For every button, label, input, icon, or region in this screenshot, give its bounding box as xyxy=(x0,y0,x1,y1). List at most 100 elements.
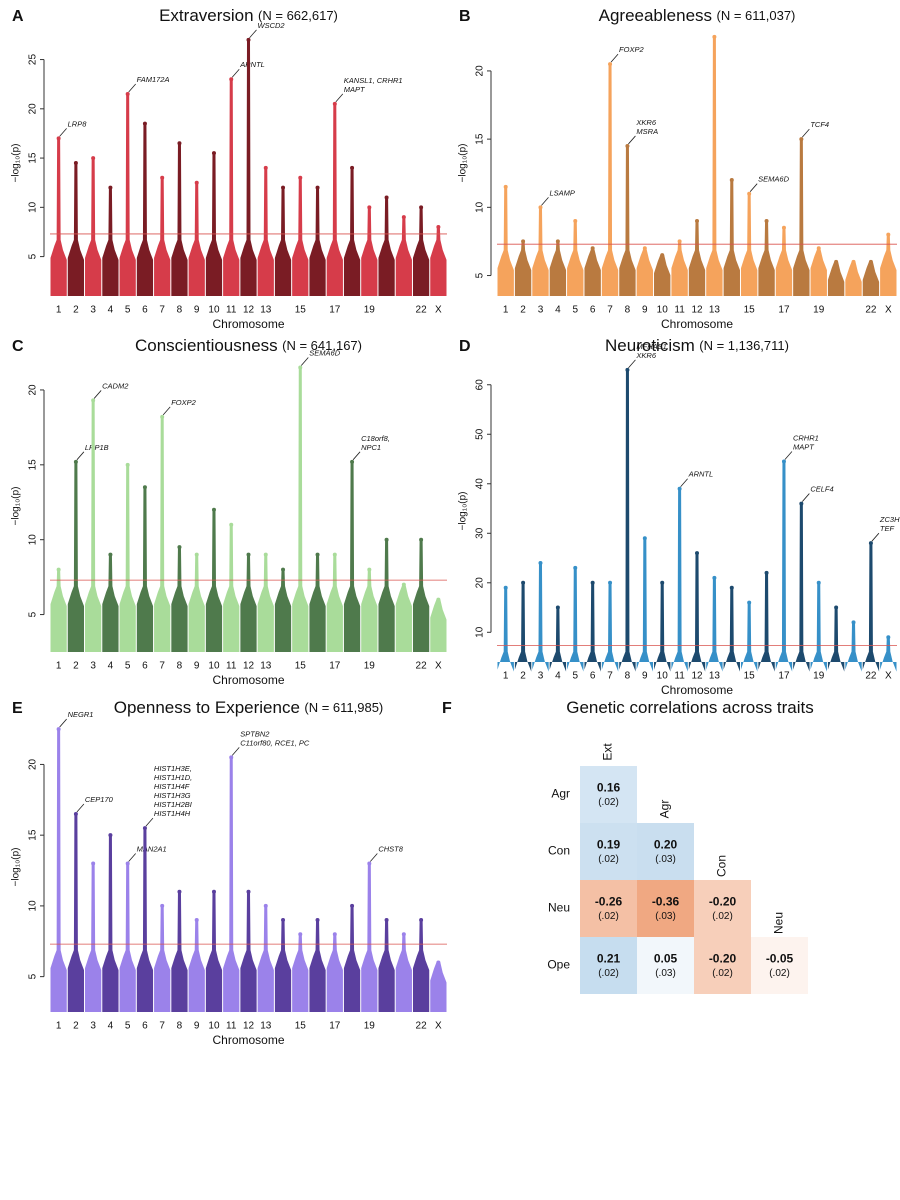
y-tick-label: 10 xyxy=(475,626,486,638)
correlation-value: 0.16 xyxy=(597,781,621,795)
x-tick-label: 17 xyxy=(778,305,790,316)
correlation-cell xyxy=(580,880,637,937)
chromosome-peak xyxy=(862,261,880,296)
x-tick-label: X xyxy=(435,305,442,316)
correlation-value: -0.05 xyxy=(766,952,794,966)
label-leader xyxy=(76,803,85,813)
correlation-error: (.02) xyxy=(598,797,619,808)
chromosome-peak xyxy=(119,94,136,296)
gene-label: CADM2 xyxy=(102,381,129,390)
label-leader xyxy=(541,197,549,206)
x-tick-label: 13 xyxy=(709,671,721,682)
chromosome-peak xyxy=(136,828,154,1012)
chromosome-peak xyxy=(85,863,102,1012)
x-tick-label: 22 xyxy=(416,1021,428,1032)
title-text: Neuroticism xyxy=(605,336,695,355)
chromosome-peak xyxy=(378,920,395,1012)
peak-point xyxy=(573,565,578,570)
chromosome-peak xyxy=(688,553,706,672)
x-tick-label: X xyxy=(885,305,892,316)
x-tick-label: 6 xyxy=(590,305,596,316)
x-tick-label: 10 xyxy=(657,305,669,316)
peak-point xyxy=(660,253,665,258)
gene-label: TEF xyxy=(880,524,895,533)
chromosome-peak xyxy=(378,197,395,296)
peak-point xyxy=(142,121,147,126)
peak-point xyxy=(194,552,199,557)
chromosome-peak xyxy=(223,757,240,1012)
x-tick-label: 11 xyxy=(674,305,685,316)
chart-title: Genetic correlations across traits xyxy=(566,698,814,717)
chart-title: Conscientiousness (N = 641,167) xyxy=(135,336,362,355)
chromosome-peak xyxy=(67,813,85,1012)
gene-label: CELF4 xyxy=(810,485,833,494)
chromosome-peak xyxy=(50,729,67,1012)
x-tick-label: 17 xyxy=(778,671,790,682)
chromosome-peak xyxy=(395,217,412,296)
y-axis-label: −log₁₀(p) xyxy=(11,487,22,526)
chromosome-peak xyxy=(257,554,274,652)
chromosome-peak xyxy=(378,539,395,652)
gene-label: LRP8 xyxy=(68,119,88,128)
peak-point xyxy=(419,918,424,923)
x-tick-label: 8 xyxy=(177,1021,183,1032)
chromosome-peak xyxy=(343,167,361,296)
chromosome-peak xyxy=(309,554,326,652)
y-axis-label: −log₁₀(p) xyxy=(11,848,22,887)
subtitle-text: (N = 611,037) xyxy=(716,8,795,23)
gene-label: WSCD2 xyxy=(258,21,286,30)
row-label: Neu xyxy=(548,901,570,915)
correlation-cell xyxy=(637,937,694,994)
chromosome-peak xyxy=(188,920,205,1012)
y-axis-label: −log₁₀(p) xyxy=(11,144,22,183)
x-tick-label: X xyxy=(435,1021,442,1032)
gene-label: SEMA6D xyxy=(309,348,340,357)
correlation-cell xyxy=(637,823,694,880)
x-axis-label: Chromosome xyxy=(212,317,284,331)
title-text: Genetic correlations across traits xyxy=(566,698,814,717)
peak-point xyxy=(263,903,268,908)
correlation-error: (.02) xyxy=(712,968,733,979)
peak-point xyxy=(125,861,130,866)
peak-point xyxy=(246,552,251,557)
x-tick-label: 4 xyxy=(108,1021,114,1032)
gene-label: LRP1B xyxy=(85,443,109,452)
peak-point xyxy=(503,585,508,590)
gene-label: HIST1H1D, xyxy=(154,773,192,782)
peak-point xyxy=(436,960,441,965)
chromosome-peak xyxy=(85,400,102,652)
peak-point xyxy=(886,635,891,640)
label-leader xyxy=(145,817,154,827)
x-tick-label: 2 xyxy=(520,671,526,682)
x-tick-label: 13 xyxy=(260,1021,272,1032)
x-tick-label: 2 xyxy=(73,661,79,672)
peak-point xyxy=(642,536,647,541)
x-tick-label: 2 xyxy=(73,1021,79,1032)
x-tick-label: 3 xyxy=(90,1021,96,1032)
x-tick-label: 2 xyxy=(520,305,526,316)
x-tick-label: 9 xyxy=(642,671,648,682)
peak-point xyxy=(108,552,113,557)
y-tick-label: 25 xyxy=(28,54,39,66)
peak-point xyxy=(56,727,61,732)
chromosome-peak xyxy=(654,582,671,672)
peak-point xyxy=(246,889,251,894)
y-tick-label: 10 xyxy=(28,201,39,213)
column-label: Ext xyxy=(601,743,615,761)
x-tick-label: 6 xyxy=(142,661,148,672)
peak-point xyxy=(211,151,216,156)
chromosome-peak xyxy=(326,554,343,652)
chromosome-peak xyxy=(274,920,292,1012)
peak-point xyxy=(125,462,130,467)
peak-point xyxy=(73,811,78,816)
peak-point xyxy=(608,62,613,67)
peak-point xyxy=(73,161,78,165)
correlation-cell xyxy=(580,766,637,823)
x-tick-label: 19 xyxy=(813,305,825,316)
x-tick-label: 4 xyxy=(555,671,561,682)
x-tick-label: 7 xyxy=(159,1021,165,1032)
peak-point xyxy=(229,522,234,527)
chromosome-peak xyxy=(758,220,775,296)
peak-point xyxy=(160,175,165,180)
chromosome-peak xyxy=(240,554,257,652)
